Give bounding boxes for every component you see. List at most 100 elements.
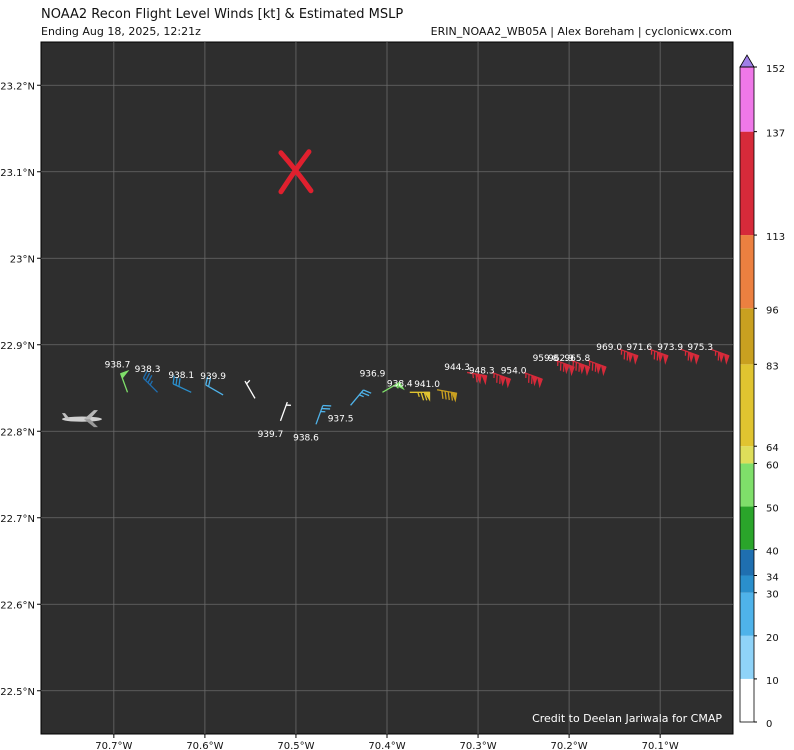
wind-barb: 973.9 xyxy=(657,343,700,365)
colorbar-extend-arrow xyxy=(739,54,755,68)
pressure-label: 938.1 xyxy=(168,371,194,381)
barb-flag xyxy=(475,373,482,385)
x-tick-label: 70.5°W xyxy=(277,741,314,750)
aircraft-fuselage xyxy=(61,416,102,422)
colorbar-segment xyxy=(740,67,754,132)
barb-staff xyxy=(350,389,364,406)
barb-flag xyxy=(584,364,591,377)
colorbar-tick-label: 83 xyxy=(766,361,779,372)
storm-center-marker xyxy=(278,149,314,195)
pressure-label: 965.8 xyxy=(564,354,590,364)
y-tick-label: 22.6°N xyxy=(0,600,35,611)
wind-barb: 938.6 xyxy=(293,404,332,443)
barb-flag xyxy=(600,364,607,377)
colorbar: 0 10 20 30 34 40 50 60 64 83 96 113 137 152 xyxy=(739,54,785,730)
barb-staff xyxy=(279,401,288,422)
colorbar-tick-label: 40 xyxy=(766,547,779,558)
pressure-label: 938.6 xyxy=(293,433,319,443)
barb-flag xyxy=(531,375,538,387)
wind-barb: 939.7 xyxy=(258,401,291,440)
x-tick-label: 70.1°W xyxy=(642,741,679,750)
x-tick-label: 70.3°W xyxy=(459,741,496,750)
barb-half xyxy=(149,380,153,386)
pressure-label: 941.0 xyxy=(414,380,440,390)
center-x-stroke xyxy=(278,149,312,195)
y-tick-label: 23.1°N xyxy=(0,168,35,179)
colorbar-tick-label: 152 xyxy=(766,64,785,75)
x-tick-label: 70.7°W xyxy=(95,741,132,750)
wind-barb: 954.0 xyxy=(501,366,543,389)
barb-full xyxy=(145,372,151,381)
colorbar-segment xyxy=(740,678,754,722)
wind-barb: 948.3 xyxy=(469,366,512,389)
footer-credit: Credit to Deelan Jariwala for CMAP xyxy=(532,712,722,725)
barb-half xyxy=(472,373,475,379)
wind-barb: 965.8 xyxy=(564,354,607,377)
colorbar-segment xyxy=(740,463,754,507)
barb-flag xyxy=(595,362,602,375)
colorbar-tick-label: 96 xyxy=(766,305,779,316)
colorbar-segment xyxy=(740,308,754,365)
pressure-label: 971.6 xyxy=(626,343,652,353)
barb-full xyxy=(423,392,428,401)
colorbar-tick-label: 20 xyxy=(766,633,779,644)
barb-full xyxy=(447,391,450,401)
colorbar-segment xyxy=(740,506,754,550)
wind-barb: 969.0 xyxy=(596,343,639,365)
colorbar-segment xyxy=(740,446,754,464)
pressure-label: 939.9 xyxy=(200,372,226,382)
barb-full xyxy=(363,389,372,394)
barb-flag xyxy=(563,362,570,375)
y-tick-label: 22.9°N xyxy=(0,341,35,352)
barb-flag xyxy=(451,391,458,403)
barb-full xyxy=(450,392,454,401)
barb-flag xyxy=(537,376,543,389)
pressure-label: 937.5 xyxy=(328,414,354,424)
barb-half xyxy=(359,394,364,398)
barb-flag xyxy=(693,353,700,365)
x-tick-label: 70.4°W xyxy=(368,741,405,750)
barb-full xyxy=(178,378,181,387)
pressure-label: 969.0 xyxy=(596,343,622,353)
wind-barb: 937.5 xyxy=(328,389,372,424)
colorbar-segment xyxy=(740,235,754,309)
barb-flag xyxy=(718,351,725,363)
gridlines xyxy=(41,42,733,734)
barb-flag xyxy=(627,351,634,363)
colorbar-tick-label: 64 xyxy=(766,443,779,454)
barb-flag xyxy=(424,391,431,402)
colorbar-frame xyxy=(739,66,755,723)
y-tick-label: 22.8°N xyxy=(0,427,35,438)
barb-full xyxy=(172,375,175,384)
y-tick-label: 22.5°N xyxy=(0,687,35,698)
barb-full xyxy=(147,374,153,384)
colorbar-segment xyxy=(740,131,754,236)
colorbar-tick-label: 50 xyxy=(766,504,779,515)
colorbar-segment xyxy=(740,364,754,447)
wind-barb: 938.7 xyxy=(105,361,130,393)
pressure-label: 938.3 xyxy=(135,365,161,375)
barb-staff xyxy=(172,383,192,393)
wind-barb: 939.9 xyxy=(200,372,226,396)
wind-barb: 941.0 xyxy=(414,380,458,403)
source-credit: ERIN_NOAA2_WB05A | Alex Boreham | cyclon… xyxy=(430,25,732,38)
aircraft-wing xyxy=(83,419,98,428)
barb-flag xyxy=(657,351,664,363)
wind-barbs: 938.7 938.3 938.1 939.9 939.7 938.6 937.5 936.9… xyxy=(105,343,730,443)
colorbar-segment xyxy=(740,575,754,593)
barb-full xyxy=(444,391,447,400)
colorbar-tick-label: 10 xyxy=(766,676,779,687)
barb-half xyxy=(417,392,420,398)
wind-barb: 959.8 xyxy=(533,354,575,377)
barb-full xyxy=(475,373,478,383)
barb-half xyxy=(246,379,251,385)
pressure-label: 936.9 xyxy=(360,369,386,379)
barb-flag xyxy=(569,364,575,377)
wind-barb: 962.9 xyxy=(548,354,591,377)
wind-barb: 938.1 xyxy=(168,371,194,393)
barb-full xyxy=(142,370,148,379)
pressure-label: 975.3 xyxy=(687,343,713,353)
barb-flag xyxy=(394,381,405,391)
barb-staff xyxy=(315,405,324,425)
colorbar-tick-label: 113 xyxy=(766,232,785,243)
